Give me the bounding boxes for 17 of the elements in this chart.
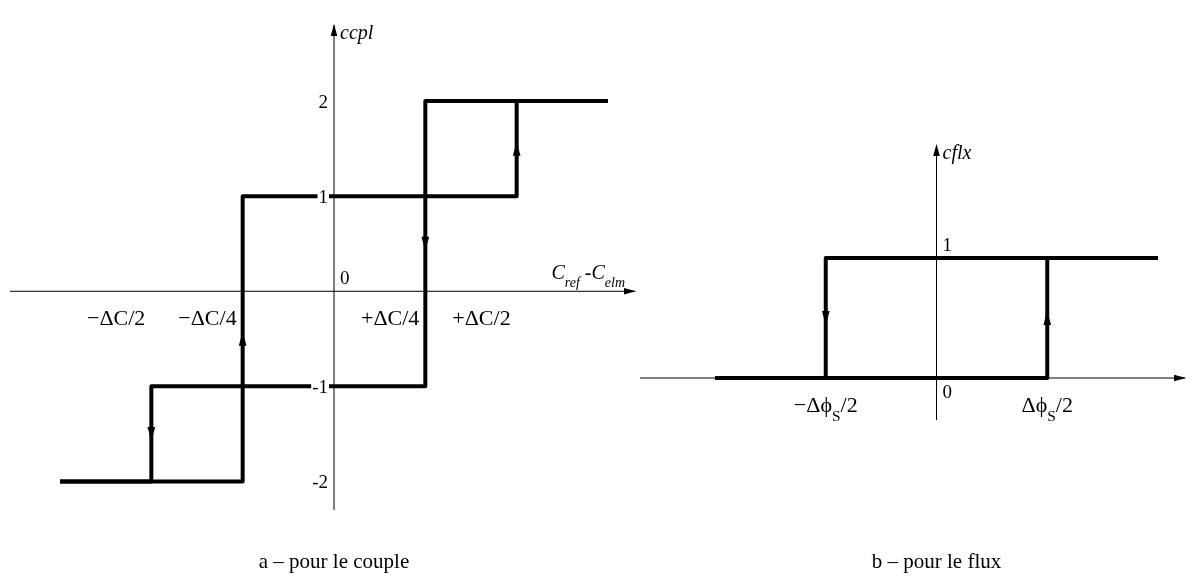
x-tick-label: −ΔC/4 — [178, 305, 237, 331]
y-tick-label: -2 — [312, 470, 328, 492]
y-tick-label: 2 — [318, 90, 328, 112]
annotation: 0 — [340, 267, 350, 289]
x-axis-title: C$_{ref}$ -C$_{elm}$ — [551, 261, 625, 290]
x-tick-label: +ΔC/2 — [452, 305, 511, 331]
text: a – pour le couple — [258, 549, 410, 573]
x-tick-label: Δϕ$_{S}$/2 — [1021, 392, 1073, 424]
x-tick-label: +ΔC/4 — [360, 305, 420, 331]
x-tick-label: −Δϕ$_{S}$/2 — [793, 392, 858, 424]
text: b – pour le flux — [871, 549, 1002, 573]
y-axis-title: ccpl — [340, 21, 374, 44]
x-tick-label: −ΔC/2 — [86, 305, 146, 331]
annotation: 0 — [942, 381, 952, 402]
y-axis-title: cflx — [942, 141, 972, 164]
annotation: 1 — [942, 234, 952, 255]
y-tick-label: -1 — [312, 375, 328, 397]
